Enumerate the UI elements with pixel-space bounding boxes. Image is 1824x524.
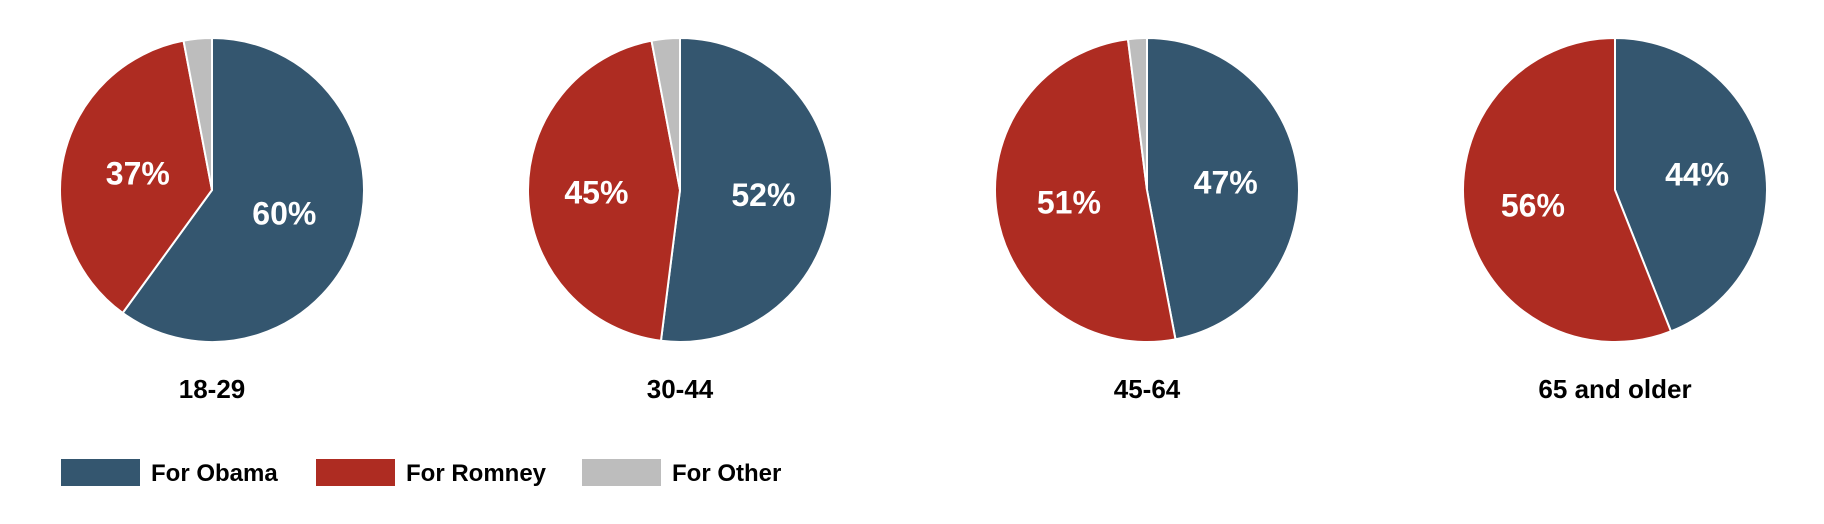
legend-label: For Obama bbox=[151, 460, 278, 487]
pie-chart: 52% 45% 30-44 bbox=[527, 36, 833, 404]
slice-value-label: 60% bbox=[252, 196, 316, 232]
pie-title: 30-44 bbox=[647, 374, 714, 404]
pie-slice-for-obama bbox=[1614, 36, 1768, 333]
pie-slice-for-other bbox=[650, 36, 681, 191]
pie-slice-for-obama bbox=[121, 36, 365, 343]
slice-value-label: 44% bbox=[1665, 156, 1729, 192]
legend-label: For Other bbox=[672, 460, 781, 487]
legend-label: For Romney bbox=[406, 460, 547, 487]
slice-value-label: 37% bbox=[106, 155, 170, 191]
slice-value-label: 52% bbox=[731, 177, 795, 213]
pie-group: 60% 37% 18-29 52% 45% 30-44 47% 51% 45-64 44% 56% 6… bbox=[59, 36, 1768, 404]
legend-swatch-for-obama bbox=[61, 459, 140, 486]
pie-slice-for-obama bbox=[1146, 36, 1300, 341]
legend-swatch-for-other bbox=[582, 459, 661, 486]
slice-value-label: 47% bbox=[1194, 165, 1258, 201]
slice-value-label: 56% bbox=[1501, 188, 1565, 224]
pie-title: 18-29 bbox=[179, 374, 246, 404]
pie-title: 45-64 bbox=[1114, 374, 1181, 404]
pie-chart: 60% 37% 18-29 bbox=[59, 36, 365, 404]
pie-slice-for-obama bbox=[659, 36, 833, 343]
legend: For Obama For Romney For Other bbox=[61, 459, 781, 487]
pie-slice-for-other bbox=[1126, 36, 1148, 191]
slice-value-label: 45% bbox=[564, 175, 628, 211]
pie-title: 65 and older bbox=[1538, 374, 1691, 404]
slice-value-label: 51% bbox=[1037, 184, 1101, 220]
pie-chart: 47% 51% 45-64 bbox=[994, 36, 1300, 404]
pie-slice-for-other bbox=[182, 36, 213, 191]
pie-slice-for-romney bbox=[994, 38, 1177, 343]
pie-slice-for-romney bbox=[1462, 36, 1673, 343]
pie-chart: 44% 56% 65 and older bbox=[1462, 36, 1768, 404]
pie-slice-for-romney bbox=[527, 39, 682, 342]
legend-swatch-for-romney bbox=[316, 459, 395, 486]
pie-slice-for-romney bbox=[59, 39, 214, 315]
